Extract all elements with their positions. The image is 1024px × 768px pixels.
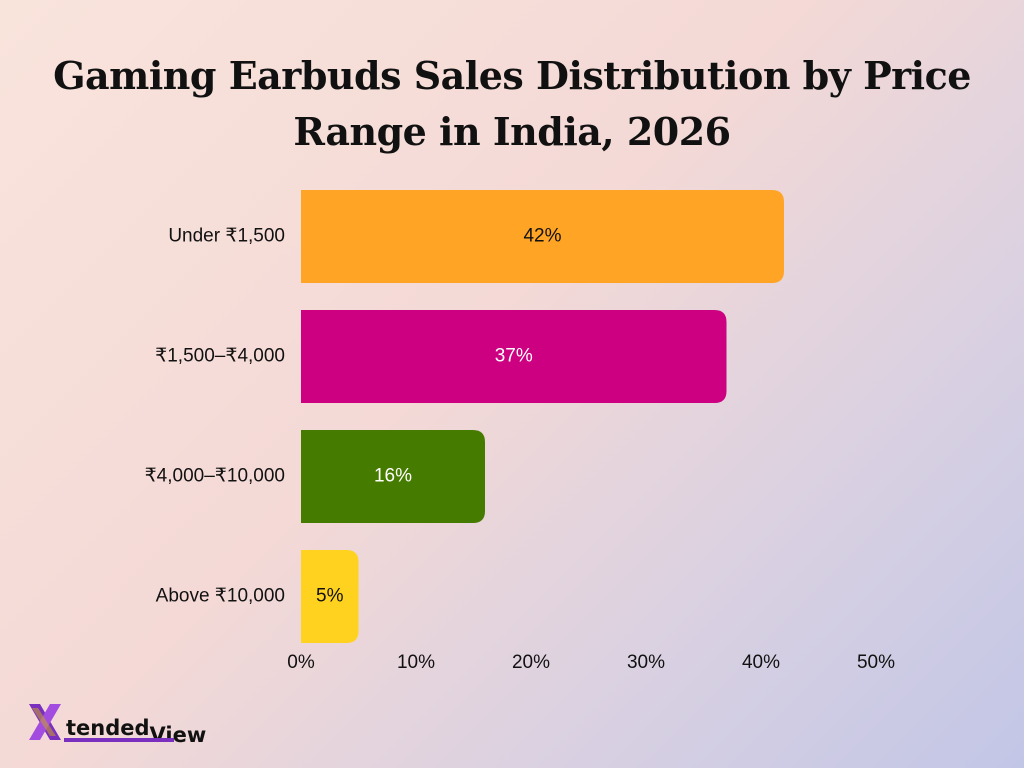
x-tick-label: 10% <box>397 652 435 673</box>
bar-3 <box>301 430 485 523</box>
xtendedview-logo-icon <box>29 704 61 740</box>
value-label: 37% <box>495 346 533 367</box>
value-label: 42% <box>523 226 561 247</box>
bar-1 <box>301 190 784 283</box>
x-tick-label: 40% <box>742 652 780 673</box>
x-tick-label: 0% <box>287 652 315 673</box>
logo-text-view: View <box>149 723 207 747</box>
x-tick-label: 50% <box>857 652 895 673</box>
bar-4 <box>301 550 359 643</box>
logo-underline <box>64 738 174 742</box>
category-label: Above ₹10,000 <box>156 586 285 607</box>
category-label: ₹1,500–₹4,000 <box>155 346 285 367</box>
bar-2 <box>301 310 727 403</box>
value-label: 5% <box>316 586 344 607</box>
category-label: ₹4,000–₹10,000 <box>145 466 285 487</box>
value-label: 16% <box>374 466 412 487</box>
x-tick-label: 20% <box>512 652 550 673</box>
category-label: Under ₹1,500 <box>168 226 285 247</box>
logo-text-tended: tended <box>66 716 150 740</box>
brand-logo: tendedView <box>26 702 216 747</box>
x-tick-label: 30% <box>627 652 665 673</box>
chart-title: Gaming Earbuds Sales Distribution by Pri… <box>53 53 971 154</box>
